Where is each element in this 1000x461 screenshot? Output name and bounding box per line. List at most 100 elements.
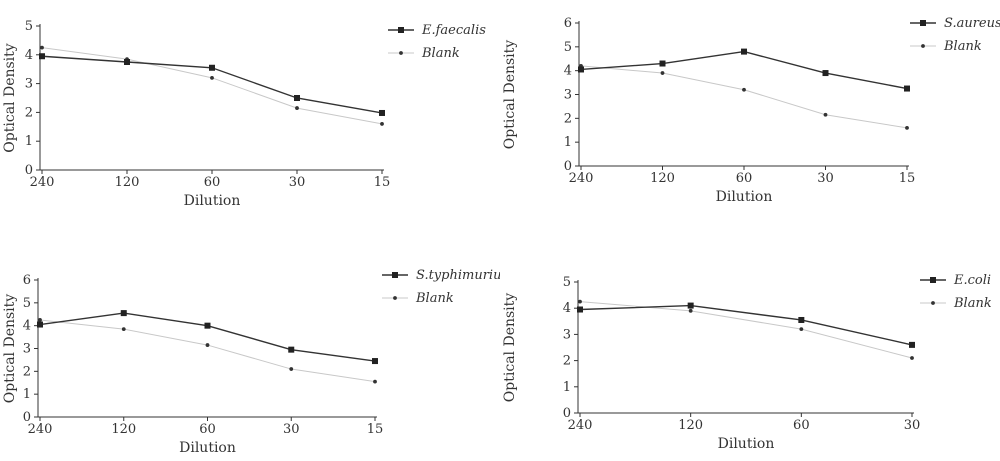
x-tick-label: 240	[28, 422, 53, 437]
series-line-sample	[39, 312, 376, 362]
data-point-blank	[905, 125, 909, 130]
data-point-blank	[823, 112, 828, 117]
x-tick-label: 120	[678, 418, 703, 433]
y-tick-label: 3	[25, 77, 33, 92]
y-tick-label: 6	[23, 273, 31, 288]
data-point-sample	[209, 64, 215, 71]
x-tick-label: 120	[650, 171, 675, 186]
y-tick-label: 1	[25, 134, 33, 149]
series-line-blank	[579, 301, 913, 359]
legend-label: E.coli	[953, 273, 991, 288]
data-point-blank	[40, 45, 44, 50]
y-axis-title: Optical Density	[2, 294, 18, 403]
data-point-sample	[577, 306, 583, 313]
x-tick-label: 240	[569, 171, 594, 186]
x-tick-label: 30	[283, 422, 300, 437]
data-point-sample	[37, 321, 43, 328]
data-point-blank	[121, 327, 126, 331]
y-tick-label: 0	[563, 406, 571, 421]
data-point-sample	[822, 70, 829, 77]
legend-swatch-marker	[931, 301, 935, 305]
data-point-sample	[372, 358, 378, 365]
data-point-blank	[578, 299, 582, 304]
chart-efaecalis: 0 1 2 3 4 5 240 120 60 30 15 Dilution Optical Densit…	[2, 19, 486, 209]
legend-swatch-marker	[920, 20, 926, 26]
y-tick-label: 3	[563, 327, 571, 342]
data-point-sample	[294, 95, 300, 101]
legend-swatch-marker	[399, 51, 403, 55]
x-tick-label: 120	[111, 422, 136, 437]
y-tick-label: 0	[25, 163, 33, 178]
chart-saureus: 0 1 2 3 4 5 6 240 120 60 30 15 Dilution Optical Densi…	[502, 16, 1000, 205]
legend-label: S.typhimurium	[416, 268, 500, 283]
y-tick-label: 3	[564, 88, 572, 103]
x-tick-label: 30	[904, 418, 921, 433]
x-tick-label: 15	[367, 422, 384, 437]
legend-label: E.faecalis	[421, 23, 486, 38]
y-tick-label: 5	[563, 275, 571, 290]
legend-swatch-marker	[921, 44, 925, 48]
y-tick-label: 4	[25, 48, 33, 63]
y-tick-label: 6	[564, 16, 572, 31]
y-axis-title: Optical Density	[502, 293, 518, 402]
x-tick-label: 240	[30, 175, 55, 190]
data-point-blank	[742, 87, 746, 92]
y-tick-label: 2	[25, 105, 33, 120]
y-tick-label: 1	[564, 135, 572, 150]
data-point-blank	[210, 75, 214, 80]
y-tick-label: 5	[25, 19, 33, 34]
chart-styphimurium: 0 1 2 3 4 5 6 240 120 60 30 15 Dilution Optical Densi…	[2, 268, 514, 456]
data-point-sample	[379, 109, 385, 116]
y-tick-label: 4	[564, 64, 572, 79]
data-point-sample	[904, 85, 910, 92]
chart-panel-3: 0 1 2 3 4 5 6 240 120 60 30 15 Dilution Optical Densi…	[0, 230, 514, 457]
chart-panel-4: 0 1 2 3 4 5 240 120 60 30 Dilution Optical Density E…	[500, 230, 1000, 457]
x-tick-label: 60	[793, 418, 810, 433]
y-tick-label: 5	[23, 296, 31, 311]
legend-label: Blank	[415, 291, 454, 306]
y-tick-label: 3	[23, 342, 31, 357]
legend-swatch-marker	[393, 296, 397, 300]
legend-label: Blank	[943, 39, 982, 54]
x-axis-title: Dilution	[716, 189, 773, 205]
legend-label: Blank	[953, 296, 992, 311]
x-tick-label: 60	[199, 422, 216, 437]
y-tick-label: 4	[23, 319, 31, 334]
y-tick-label: 4	[563, 301, 571, 316]
series-line-sample	[579, 304, 913, 346]
y-tick-label: 1	[23, 387, 31, 402]
x-axis-title: Dilution	[718, 436, 775, 452]
x-tick-label: 30	[817, 171, 834, 186]
data-point-sample	[741, 48, 747, 55]
x-tick-label: 15	[899, 171, 916, 186]
data-point-blank	[688, 308, 693, 313]
data-point-sample	[578, 66, 584, 73]
x-axis-title: Dilution	[179, 440, 236, 456]
chart-panel-1: 0 1 2 3 4 5 240 120 60 30 15 Dilution Optical Densit…	[0, 0, 500, 225]
y-tick-label: 2	[23, 364, 31, 379]
data-point-sample	[120, 310, 127, 317]
y-tick-label: 0	[564, 159, 572, 174]
x-tick-label: 120	[115, 175, 140, 190]
x-tick-label: 60	[736, 171, 753, 186]
legend-swatch-marker	[930, 277, 936, 283]
legend-swatch-marker	[392, 272, 398, 278]
legend-label: S.aureus	[944, 16, 1000, 31]
data-point-sample	[659, 60, 666, 67]
y-tick-label: 5	[564, 40, 572, 55]
data-point-blank	[289, 367, 294, 371]
data-point-blank	[38, 318, 42, 322]
x-axis-title: Dilution	[184, 193, 241, 209]
y-tick-label: 2	[563, 354, 571, 369]
x-tick-label: 240	[568, 418, 593, 433]
y-tick-label: 2	[564, 111, 572, 126]
data-point-blank	[205, 343, 210, 347]
y-tick-label: 0	[23, 410, 31, 425]
data-point-sample	[798, 316, 805, 323]
y-tick-label: 1	[563, 380, 571, 395]
data-point-sample	[288, 346, 295, 353]
data-point-sample	[687, 302, 694, 309]
data-point-sample	[204, 322, 211, 329]
data-point-sample	[909, 341, 915, 348]
data-point-sample	[39, 53, 45, 60]
